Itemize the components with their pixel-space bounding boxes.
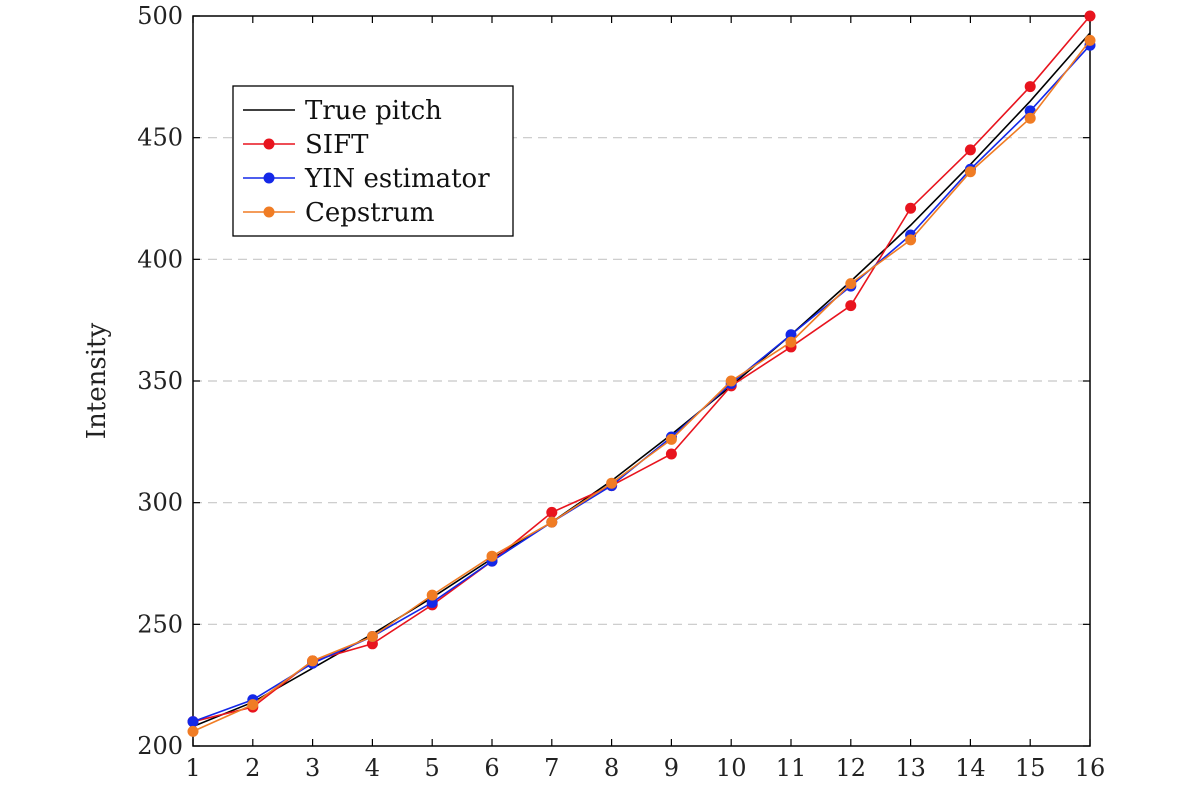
x-tick-label: 3 xyxy=(305,754,320,782)
true-pitch-line xyxy=(192,32,1091,728)
cepstrum-point xyxy=(725,375,737,387)
x-tick-label: 7 xyxy=(544,754,559,782)
cepstrum-point xyxy=(964,166,976,178)
cepstrum-point xyxy=(247,699,259,711)
cepstrum-point xyxy=(546,516,558,528)
x-tick-label: 9 xyxy=(664,754,679,782)
legend-label: True pitch xyxy=(305,96,442,126)
sift-point xyxy=(905,202,917,214)
x-tick-label: 14 xyxy=(955,754,986,782)
sift-point xyxy=(1024,81,1036,93)
yin-estimator-point xyxy=(187,716,199,728)
x-tick-label: 8 xyxy=(604,754,619,782)
cepstrum-point xyxy=(845,278,857,290)
x-tick-label: 11 xyxy=(776,754,807,782)
legend-label: Cepstrum xyxy=(305,198,435,228)
series-true-pitch xyxy=(192,32,1091,728)
y-axis-ticks: 200 250 300 350 400 450 500 xyxy=(137,2,1090,760)
y-axis-label: Intensity xyxy=(82,322,112,439)
cepstrum-point xyxy=(785,336,797,348)
cepstrum-line xyxy=(192,39,1091,733)
x-tick-label: 10 xyxy=(716,754,747,782)
cepstrum-point xyxy=(905,234,917,246)
x-tick-label: 5 xyxy=(425,754,440,782)
x-tick-label: 4 xyxy=(365,754,380,782)
legend-item: True pitch xyxy=(243,96,442,126)
legend-label: SIFT xyxy=(305,130,369,160)
cepstrum-point xyxy=(665,433,677,445)
y-tick-label: 200 xyxy=(137,732,183,760)
x-tick-label: 6 xyxy=(484,754,499,782)
legend: True pitch SIFT YIN estimator Cepstrum xyxy=(232,85,514,237)
sift-point xyxy=(845,300,857,312)
series-layer xyxy=(187,10,1096,737)
cepstrum-point xyxy=(366,631,378,642)
y-tick-label: 450 xyxy=(137,124,183,152)
legend-item: SIFT xyxy=(243,130,369,160)
x-tick-label: 1 xyxy=(185,754,200,782)
legend-swatch-marker xyxy=(263,138,275,150)
x-tick-label: 16 xyxy=(1075,754,1106,782)
cepstrum-point xyxy=(486,550,498,562)
y-tick-label: 250 xyxy=(137,610,183,638)
x-axis-ticks: 1 2 3 4 5 6 7 8 9 10 11 12 13 14 15 16 xyxy=(185,16,1105,782)
cepstrum-point xyxy=(187,725,199,737)
legend-item: YIN estimator xyxy=(243,164,490,194)
legend-swatch-marker xyxy=(263,206,275,218)
series-cepstrum xyxy=(187,34,1096,737)
sift-point xyxy=(1084,10,1096,22)
y-tick-label: 400 xyxy=(137,245,183,273)
x-tick-label: 15 xyxy=(1015,754,1046,782)
sift-point xyxy=(964,144,976,156)
cepstrum-point xyxy=(1084,34,1096,46)
y-tick-label: 350 xyxy=(137,367,183,395)
y-tick-label: 500 xyxy=(137,2,183,30)
cepstrum-point xyxy=(426,589,438,601)
legend-swatch-marker xyxy=(263,172,275,184)
legend-label: YIN estimator xyxy=(304,164,490,194)
cepstrum-point xyxy=(307,655,319,667)
x-tick-label: 13 xyxy=(895,754,926,782)
cepstrum-point xyxy=(1024,112,1036,124)
legend-box xyxy=(232,85,514,237)
sift-point xyxy=(546,506,558,518)
legend-item: Cepstrum xyxy=(243,198,435,228)
sift-line xyxy=(192,15,1091,723)
cepstrum-point xyxy=(606,477,618,489)
sift-point xyxy=(665,448,677,460)
y-tick-label: 300 xyxy=(137,489,183,517)
x-tick-label: 12 xyxy=(836,754,867,782)
x-tick-label: 2 xyxy=(245,754,260,782)
